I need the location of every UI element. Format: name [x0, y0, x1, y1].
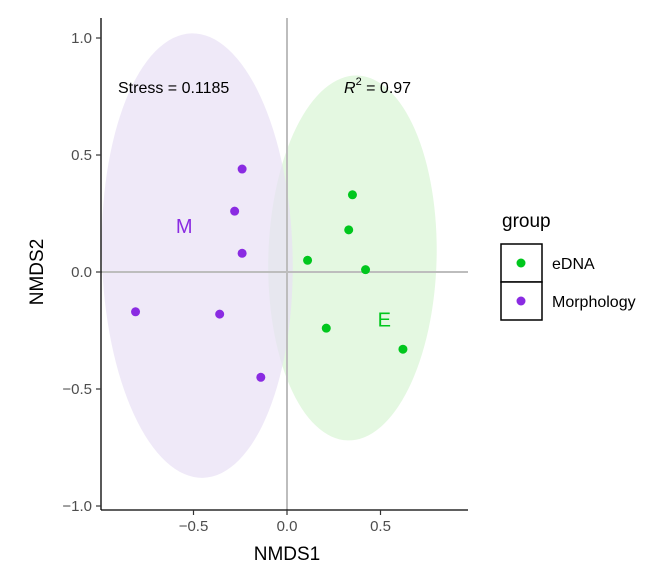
point-edna-3 [303, 255, 313, 265]
point-edna-1 [347, 190, 357, 200]
ellipse-layer [101, 33, 437, 478]
y-tick-label: 0.0 [71, 264, 92, 281]
point-morphology-4 [131, 307, 141, 317]
reference-lines [101, 18, 468, 510]
legend-dot-edna [516, 258, 526, 268]
y-tick-label: −1.0 [62, 498, 92, 515]
point-edna-6 [398, 344, 408, 354]
point-morphology-3 [237, 248, 247, 258]
r2-value: = 0.97 [362, 80, 411, 97]
x-tick-label: 0.0 [277, 518, 298, 535]
point-edna-5 [321, 323, 331, 333]
legend: group eDNA Morphology [500, 211, 636, 321]
x-axis-title: NMDS1 [254, 544, 321, 565]
legend-title: group [502, 211, 551, 232]
point-morphology-6 [256, 372, 266, 382]
y-tick-label: 0.5 [71, 147, 92, 164]
ellipse-edna [268, 75, 437, 441]
legend-label-edna: eDNA [552, 256, 595, 273]
y-axis-title: NMDS2 [27, 239, 48, 306]
tick-layer: −1.0 −0.5 0.0 0.5 1.0 −0.5 0.0 0.5 [62, 30, 391, 535]
group-label-morphology: M [176, 216, 193, 238]
y-tick-label: −0.5 [62, 381, 92, 398]
axes [100, 18, 468, 511]
r2-symbol: R [344, 80, 356, 97]
r2-annotation: R2 = 0.97 [344, 76, 411, 97]
r2-exponent: 2 [356, 76, 362, 88]
legend-label-morphology: Morphology [552, 294, 636, 311]
ellipse-morphology [101, 33, 293, 478]
point-edna-4 [361, 265, 371, 275]
group-label-edna: E [378, 309, 391, 331]
legend-dot-morphology [516, 296, 526, 306]
point-morphology-5 [215, 309, 225, 319]
x-tick-label: 0.5 [370, 518, 391, 535]
x-tick-label: −0.5 [179, 518, 209, 535]
point-morphology-1 [237, 164, 247, 174]
point-edna-2 [344, 225, 354, 235]
stress-annotation: Stress = 0.1185 [118, 80, 229, 97]
y-tick-label: 1.0 [71, 30, 92, 47]
point-morphology-2 [230, 206, 240, 216]
points-layer: EM [131, 164, 408, 382]
